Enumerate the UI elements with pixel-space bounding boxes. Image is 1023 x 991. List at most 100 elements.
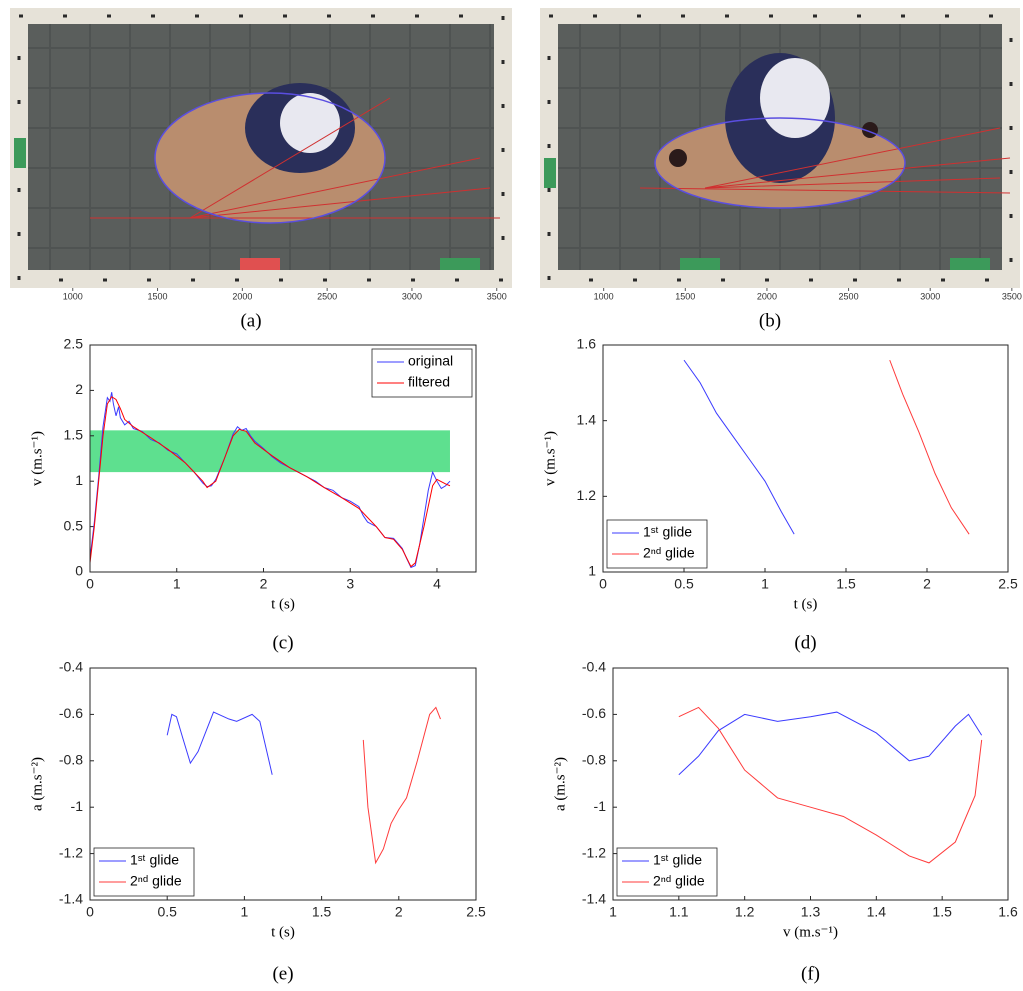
y-tick-label: -0.6 — [582, 705, 606, 721]
y-tick-label: -1.4 — [582, 891, 606, 907]
x-axis-label: v (m.s⁻¹) — [783, 924, 838, 940]
axes-box — [612, 667, 1009, 901]
x-tick-label: 2 — [260, 576, 268, 592]
x-tick-label: 1000 — [594, 291, 614, 301]
caption: (f) — [801, 963, 820, 984]
y-tick-label: -0.4 — [582, 659, 606, 675]
data-line — [683, 359, 795, 535]
legend-label: filtered — [408, 374, 450, 390]
x-tick-label: 1.5 — [836, 576, 856, 592]
photo-b — [540, 8, 1020, 288]
y-tick-label: 1 — [75, 472, 83, 488]
x-tick-label: 2000 — [232, 291, 252, 301]
x-tick-label: 3000 — [920, 291, 940, 301]
caption: (e) — [272, 963, 293, 984]
caption: (c) — [272, 632, 293, 653]
x-tick-label: 0.5 — [674, 576, 694, 592]
x-axis-label: t (s) — [271, 596, 295, 612]
y-tick-label: 0 — [75, 563, 83, 579]
legend-label: 2ⁿᵈ glide — [643, 545, 695, 561]
x-tick-label: 2.5 — [998, 576, 1018, 592]
y-tick-label: -0.8 — [59, 752, 83, 768]
legend-label: original — [408, 353, 453, 369]
band — [90, 430, 450, 473]
data-line — [166, 711, 273, 775]
y-tick-label: -1 — [594, 798, 607, 814]
data-line — [89, 396, 451, 568]
data-line — [89, 392, 451, 569]
y-axis-label: v (m.s⁻¹) — [542, 431, 558, 486]
x-tick-label: 1 — [173, 576, 181, 592]
y-axis-label: a (m.s⁻²) — [29, 757, 45, 811]
legend-label: 1ˢᵗ glide — [653, 852, 702, 868]
legend-label: 1ˢᵗ glide — [643, 524, 692, 540]
y-tick-label: -0.6 — [59, 705, 83, 721]
legend-box — [606, 519, 708, 569]
x-tick-label: 0 — [86, 576, 94, 592]
legend-box — [93, 847, 195, 897]
y-tick-label: 1.6 — [577, 336, 597, 352]
y-tick-label: 0.5 — [64, 517, 84, 533]
x-tick-label: 2000 — [757, 291, 777, 301]
y-axis-label: a (m.s⁻²) — [552, 757, 568, 811]
x-tick-label: 1 — [241, 904, 249, 920]
legend-label: 1ˢᵗ glide — [130, 852, 179, 868]
x-tick-label: 3 — [346, 576, 354, 592]
y-tick-label: 1 — [588, 563, 596, 579]
caption: (d) — [794, 632, 816, 653]
x-tick-label: 2500 — [839, 291, 859, 301]
data-line — [678, 706, 983, 864]
legend-label: 2ⁿᵈ glide — [130, 873, 182, 889]
y-tick-label: 2.5 — [64, 336, 84, 352]
x-tick-label: 2 — [395, 904, 403, 920]
x-tick-label: 1.1 — [669, 904, 689, 920]
y-tick-label: -1.4 — [59, 891, 83, 907]
photo-a — [10, 8, 512, 288]
x-tick-label: 1 — [761, 576, 769, 592]
x-tick-label: 3000 — [402, 291, 422, 301]
y-tick-label: 2 — [75, 381, 83, 397]
y-tick-label: 1.4 — [577, 411, 597, 427]
x-tick-label: 0 — [599, 576, 607, 592]
x-axis-label: t (s) — [271, 924, 295, 940]
y-tick-label: -1.2 — [582, 844, 606, 860]
x-tick-label: 1 — [609, 904, 617, 920]
x-tick-label: 1.3 — [801, 904, 821, 920]
y-tick-label: -0.8 — [582, 752, 606, 768]
x-tick-label: 2 — [923, 576, 931, 592]
x-tick-label: 1000 — [63, 291, 83, 301]
axes-box — [602, 344, 1009, 573]
x-tick-label: 2500 — [317, 291, 337, 301]
axes-box — [89, 344, 477, 573]
x-tick-label: 3500 — [1002, 291, 1022, 301]
y-tick-label: 1.5 — [64, 427, 84, 443]
legend-label: 2ⁿᵈ glide — [653, 873, 705, 889]
x-tick-label: 1500 — [675, 291, 695, 301]
y-tick-label: -0.4 — [59, 659, 83, 675]
x-tick-label: 1.2 — [735, 904, 755, 920]
data-line — [678, 711, 983, 776]
y-tick-label: -1 — [71, 798, 84, 814]
x-tick-label: 0.5 — [157, 904, 177, 920]
legend-box — [616, 847, 718, 897]
legend-box — [371, 348, 473, 398]
data-line — [362, 706, 441, 865]
x-tick-label: 1.6 — [998, 904, 1018, 920]
data-line — [889, 359, 970, 535]
x-tick-label: 1500 — [148, 291, 168, 301]
y-axis-label: v (m.s⁻¹) — [29, 431, 45, 486]
x-axis-label: t (s) — [794, 596, 818, 612]
x-tick-label: 2.5 — [466, 904, 486, 920]
y-tick-label: -1.2 — [59, 844, 83, 860]
x-tick-label: 4 — [433, 576, 441, 592]
caption: (b) — [759, 310, 781, 331]
x-tick-label: 3500 — [487, 291, 507, 301]
x-tick-label: 1.5 — [312, 904, 332, 920]
axes-box — [89, 667, 477, 901]
x-tick-label: 1.5 — [932, 904, 952, 920]
caption: (a) — [240, 310, 261, 331]
y-tick-label: 1.2 — [577, 487, 597, 503]
x-tick-label: 0 — [86, 904, 94, 920]
x-tick-label: 1.4 — [867, 904, 887, 920]
